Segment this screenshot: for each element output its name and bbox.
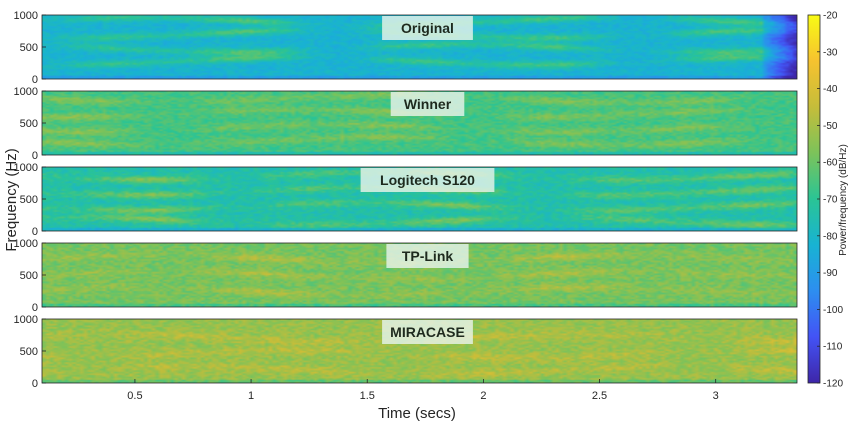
y-tick-label: 0 [32, 378, 38, 390]
colorbar-tick-label: -100 [823, 305, 843, 316]
colorbar-tick-label: -20 [823, 11, 838, 22]
x-tick-label: 2.5 [592, 390, 607, 402]
y-tick-label: 500 [20, 42, 38, 54]
colorbar-tick-label: -90 [823, 268, 838, 279]
panel-label: Logitech S120 [380, 172, 475, 188]
colorbar-tick-label: -50 [823, 121, 838, 132]
colorbar-tick-label: -30 [823, 47, 838, 58]
spectrogram-panels: 0 500 1000 Original 0 500 1000 Winner 0 500 1000 Lo… [14, 10, 798, 390]
y-tick-label: 0 [32, 74, 38, 86]
colorbar-tick-label: -60 [823, 158, 838, 169]
panel-label-box [386, 244, 469, 268]
y-tick-label: 500 [20, 194, 38, 206]
y-tick-label: 1000 [14, 314, 38, 326]
y-tick-label: 0 [32, 226, 38, 238]
spectrogram-panel-0: 0 500 1000 Original [14, 10, 798, 86]
spectrogram-panel-4: 0 500 1000 MIRACASE [14, 314, 798, 390]
y-tick-label: 1000 [14, 86, 38, 98]
colorbar-tick-label: -80 [823, 231, 838, 242]
panel-label: Winner [404, 96, 452, 112]
colorbar-tick-label: -40 [823, 84, 838, 95]
x-axis-ticks: 0.5 1 1.5 2 2.5 3 [127, 379, 719, 402]
y-tick-label: 500 [20, 346, 38, 358]
panel-label: TP-Link [402, 248, 454, 264]
y-tick-label: 1000 [14, 162, 38, 174]
colorbar-tick-label: -110 [823, 342, 843, 353]
panel-label-box [390, 92, 465, 116]
spectrogram-panel-3: 0 500 1000 TP-Link [14, 238, 798, 314]
x-tick-label: 0.5 [127, 390, 142, 402]
y-tick-label: 500 [20, 118, 38, 130]
x-axis-label: Time (secs) [378, 405, 456, 422]
panel-label-box [360, 168, 495, 192]
colorbar-tick-label: -70 [823, 195, 838, 206]
panel-label: MIRACASE [390, 324, 465, 340]
y-tick-label: 1000 [14, 238, 38, 250]
panel-label: Original [401, 20, 454, 36]
x-tick-label: 1 [248, 390, 254, 402]
x-tick-label: 1.5 [360, 390, 375, 402]
spectrogram-panel-1: 0 500 1000 Winner [14, 86, 798, 162]
y-tick-label: 0 [32, 150, 38, 162]
panel-label-box [382, 320, 473, 344]
y-tick-label: 500 [20, 270, 38, 282]
panel-label-box [382, 16, 473, 40]
colorbar: -20 -30 -40 -50 -60 -70 -80 -90 -100 -110 -120 [807, 11, 843, 390]
y-tick-label: 1000 [14, 10, 38, 22]
colorbar-label: Power/frequency (dB/Hz) [838, 144, 849, 256]
x-tick-label: 2 [480, 390, 486, 402]
y-tick-label: 0 [32, 302, 38, 314]
x-tick-label: 3 [713, 390, 719, 402]
colorbar-tick-label: -120 [823, 379, 843, 390]
y-axis-label: Frequency (Hz) [3, 148, 20, 251]
spectrogram-panel-2: 0 500 1000 Logitech S120 [14, 162, 798, 238]
